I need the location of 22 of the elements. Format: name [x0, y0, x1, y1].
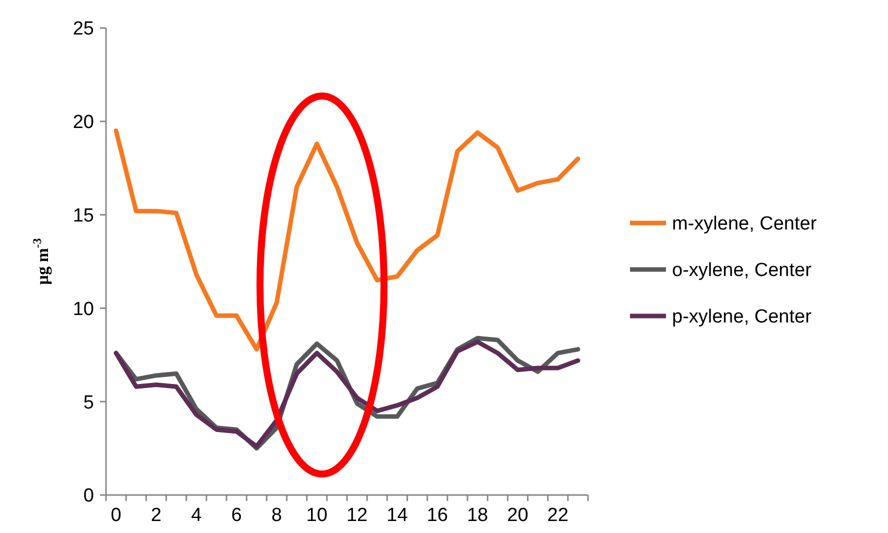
- line-series: [114, 128, 580, 352]
- x-tick-label: 16: [426, 505, 448, 526]
- y-tick-label: 10: [72, 298, 94, 320]
- x-tick-label: 20: [507, 505, 528, 526]
- y-tick-label: 0: [83, 486, 94, 507]
- y-tick-label: 25: [72, 18, 94, 40]
- x-tick-label: 12: [346, 505, 368, 526]
- legend-label: p-xylene, Center: [672, 306, 812, 328]
- x-tick-label: 6: [231, 505, 242, 526]
- x-tick-label: 0: [110, 505, 122, 526]
- y-tick-label: 5: [83, 392, 94, 414]
- x-tick-label: 8: [271, 505, 282, 526]
- x-tick-label: 10: [306, 505, 328, 526]
- y-tick-label: 20: [72, 112, 94, 134]
- legend-label: o-xylene, Center: [672, 260, 812, 282]
- x-tick-label: 14: [386, 505, 408, 526]
- x-tick-label: 4: [191, 505, 202, 526]
- legend-label: m-xylene, Center: [672, 214, 818, 235]
- x-tick-label: 18: [466, 505, 488, 526]
- x-tick-label: 22: [547, 505, 568, 526]
- y-tick-label: 15: [72, 205, 94, 226]
- x-tick-label: 2: [150, 505, 162, 526]
